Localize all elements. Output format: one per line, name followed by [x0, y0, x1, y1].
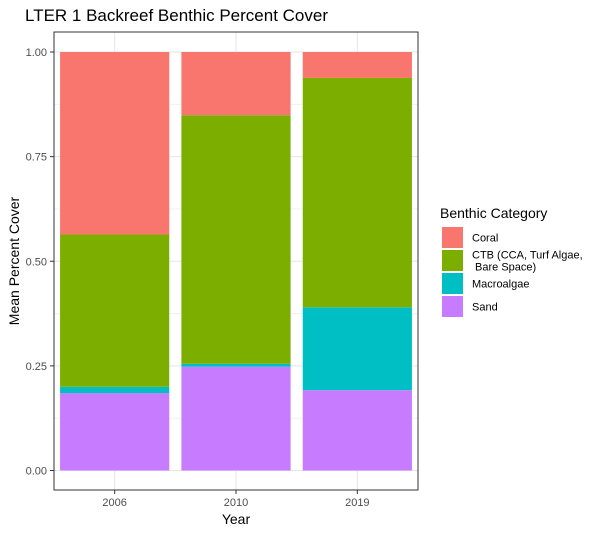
bar-segment-coral-2010 [181, 52, 291, 116]
bars [60, 52, 412, 471]
bar-segment-ctb-2019 [302, 77, 412, 308]
bar-segment-coral-2006 [60, 52, 170, 235]
bar-segment-ctb-2006 [60, 234, 170, 387]
legend-label: Coral [472, 233, 498, 245]
y-tick-label: 1.00 [26, 47, 47, 59]
y-axis: 0.00 0.25 0.50 0.75 1.00 [26, 47, 54, 478]
bar-segment-macroalgae-2006 [60, 386, 170, 394]
x-tick-label: 2006 [102, 497, 126, 509]
legend-label: Sand [472, 302, 498, 314]
legend-key [442, 227, 463, 248]
x-axis-title: Year [222, 511, 251, 527]
x-axis: 2006 2010 2019 [102, 490, 370, 509]
y-tick-label: 0.25 [26, 361, 47, 373]
chart-title: LTER 1 Backreef Benthic Percent Cover [25, 6, 328, 25]
legend-label: Macroalgae [472, 279, 529, 291]
y-tick-label: 0.75 [26, 152, 47, 164]
bar-segment-sand-2019 [302, 390, 412, 471]
x-tick-label: 2019 [345, 497, 369, 509]
bar-segment-sand-2010 [181, 366, 291, 471]
y-tick-label: 0.50 [26, 256, 47, 268]
bar-segment-coral-2019 [302, 52, 412, 78]
legend-label: CTB (CCA, Turf Algae, Bare Space) [472, 250, 583, 274]
y-axis-title: Mean Percent Cover [6, 196, 22, 325]
legend-title: Benthic Category [440, 205, 547, 221]
legend: Benthic Category Coral CTB (CCA, Turf Alg… [440, 205, 583, 317]
bar-segment-ctb-2010 [181, 115, 291, 364]
bar-segment-macroalgae-2019 [302, 307, 412, 391]
x-tick-label: 2010 [224, 497, 248, 509]
legend-key [442, 296, 463, 317]
y-tick-label: 0.00 [26, 466, 47, 478]
legend-key [442, 273, 463, 294]
bar-segment-sand-2006 [60, 393, 170, 471]
bar-segment-macroalgae-2010 [181, 363, 291, 367]
legend-key [442, 250, 463, 271]
